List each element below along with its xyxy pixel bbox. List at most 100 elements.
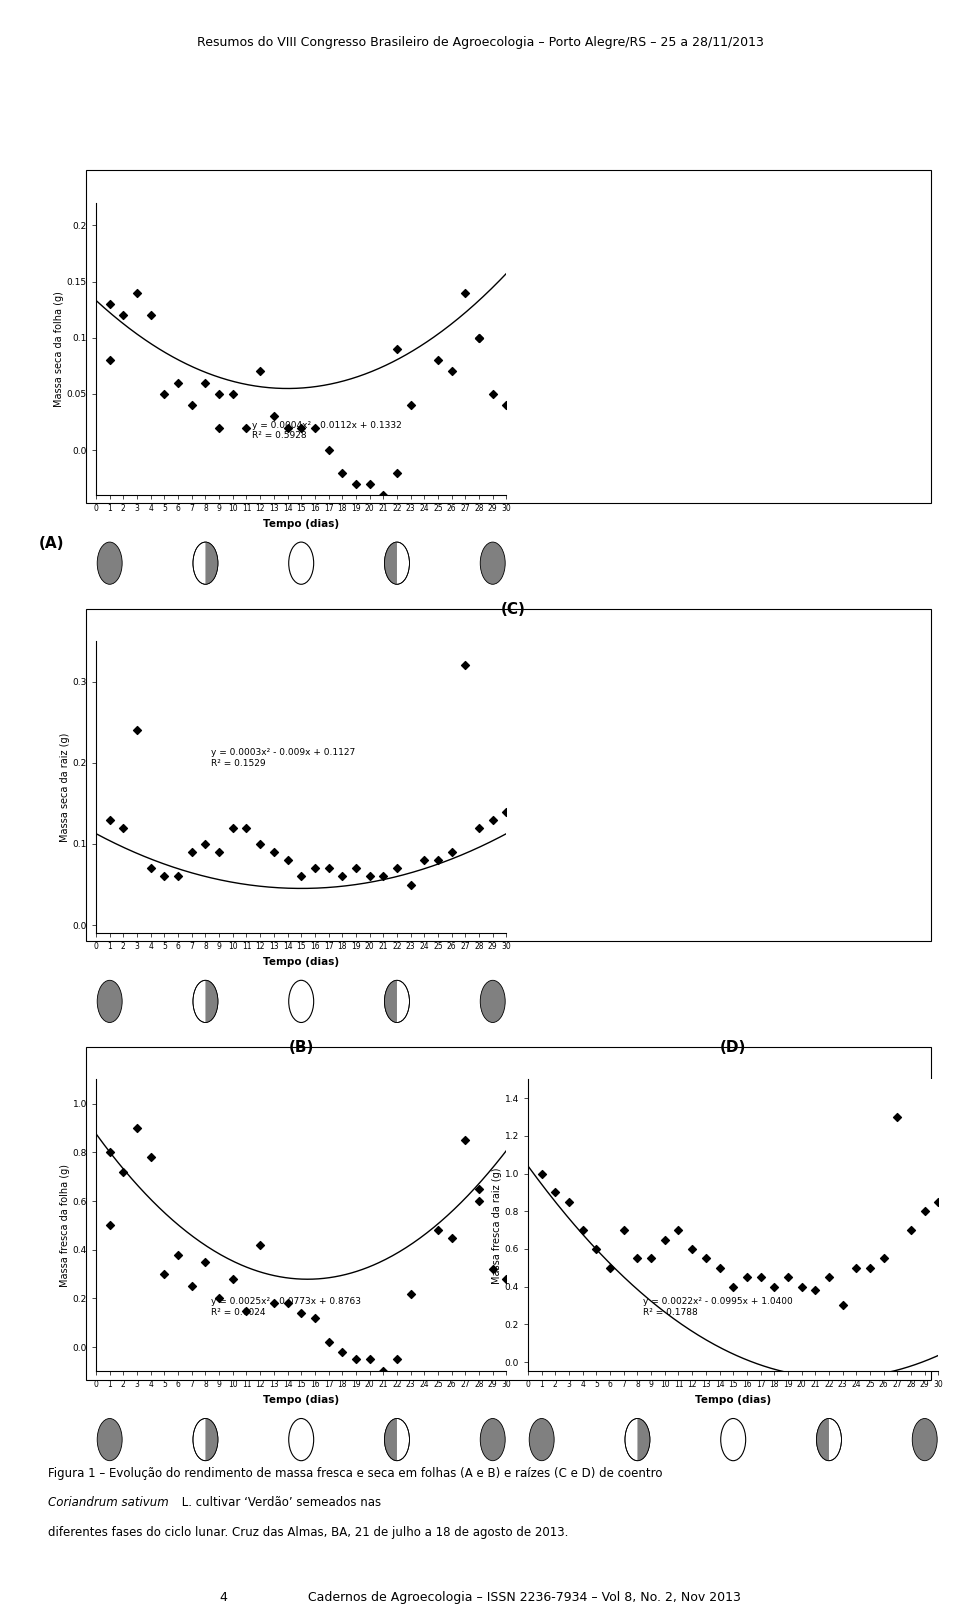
Point	[362, 863, 377, 889]
Point	[807, 1277, 823, 1303]
Point	[711, 1255, 728, 1281]
Text: (D): (D)	[720, 1040, 746, 1055]
Point	[375, 482, 391, 508]
Point	[198, 370, 213, 396]
Text: Resumos do VIII Congresso Brasileiro de Agroecologia – Porto Alegre/RS – 25 a 28: Resumos do VIII Congresso Brasileiro de …	[197, 36, 763, 49]
Text: L. cultivar ‘Verdão’ semeados nas: L. cultivar ‘Verdão’ semeados nas	[178, 1496, 381, 1509]
Point	[252, 831, 268, 857]
Point	[102, 347, 117, 373]
Text: (B): (B)	[289, 1040, 314, 1055]
Point	[588, 1237, 604, 1263]
Point	[726, 1274, 741, 1300]
Point	[390, 855, 405, 881]
Point	[603, 1255, 618, 1281]
Point	[616, 1217, 632, 1243]
Point	[115, 1159, 131, 1185]
Point	[239, 1298, 254, 1324]
Point	[130, 279, 145, 305]
Point	[917, 1198, 932, 1224]
Text: Coriandrum sativum: Coriandrum sativum	[48, 1496, 169, 1509]
X-axis label: Tempo (dias): Tempo (dias)	[263, 519, 339, 529]
Point	[698, 1245, 713, 1271]
Point	[471, 1175, 487, 1201]
Point	[307, 855, 323, 881]
Point	[334, 1339, 349, 1365]
Text: y = 0.0004x² - 0.0112x + 0.1332
R² = 0.5928: y = 0.0004x² - 0.0112x + 0.1332 R² = 0.5…	[252, 420, 401, 440]
Text: (A): (A)	[38, 536, 64, 550]
Point	[444, 1225, 459, 1251]
Point	[403, 872, 419, 898]
Point	[198, 1250, 213, 1276]
Point	[835, 1292, 851, 1318]
Text: y = 0.0022x² - 0.0995x + 1.0400
R² = 0.1788: y = 0.0022x² - 0.0995x + 1.0400 R² = 0.1…	[643, 1297, 793, 1316]
Point	[931, 1188, 947, 1214]
Point	[252, 359, 268, 385]
Point	[903, 1217, 919, 1243]
Y-axis label: Massa fresca da raiz (g): Massa fresca da raiz (g)	[492, 1167, 502, 1284]
Point	[225, 1266, 240, 1292]
Point	[115, 302, 131, 328]
Point	[143, 1144, 158, 1170]
Point	[102, 1212, 117, 1238]
Point	[671, 1217, 686, 1243]
Point	[739, 1264, 755, 1290]
X-axis label: Tempo (dias): Tempo (dias)	[263, 1396, 339, 1406]
Point	[266, 1290, 281, 1316]
Point	[170, 1242, 185, 1268]
Point	[294, 863, 309, 889]
Y-axis label: Massa seca da raiz (g): Massa seca da raiz (g)	[60, 732, 70, 842]
Point	[890, 1104, 905, 1130]
Point	[630, 1245, 645, 1271]
Y-axis label: Massa fresca da folha (g): Massa fresca da folha (g)	[60, 1164, 70, 1287]
Point	[184, 393, 200, 419]
Point	[471, 325, 487, 351]
Point	[211, 381, 227, 407]
X-axis label: Tempo (dias): Tempo (dias)	[263, 958, 339, 967]
Point	[876, 1245, 892, 1271]
Point	[862, 1255, 877, 1281]
Point	[130, 1115, 145, 1141]
Point	[211, 1285, 227, 1311]
Point	[252, 1232, 268, 1258]
Point	[280, 847, 296, 873]
Point	[239, 815, 254, 841]
Point	[225, 815, 240, 841]
Point	[130, 717, 145, 743]
Text: y = 0.0003x² - 0.009x + 0.1127
R² = 0.1529: y = 0.0003x² - 0.009x + 0.1127 R² = 0.15…	[211, 748, 355, 768]
Text: Figura 1 – Evolução do rendimento de massa fresca e seca em folhas (A e B) e raí: Figura 1 – Evolução do rendimento de mas…	[48, 1467, 666, 1480]
Point	[849, 1255, 864, 1281]
Point	[266, 404, 281, 430]
Point	[794, 1274, 809, 1300]
Point	[575, 1217, 590, 1243]
Point	[471, 815, 487, 841]
Point	[143, 302, 158, 328]
Point	[334, 459, 349, 485]
Point	[102, 807, 117, 833]
Point	[499, 1266, 515, 1292]
Point	[211, 839, 227, 865]
Point	[307, 1305, 323, 1331]
Text: y = 0.0025x² - 0.0773x + 0.8763
R² = 0.6024: y = 0.0025x² - 0.0773x + 0.8763 R² = 0.6…	[211, 1297, 361, 1316]
Point	[156, 1261, 172, 1287]
Point	[403, 393, 419, 419]
Point	[499, 393, 515, 419]
Point	[348, 471, 364, 497]
Point	[822, 1264, 837, 1290]
Point	[294, 1300, 309, 1326]
Point	[239, 414, 254, 440]
Point	[321, 1329, 336, 1355]
Point	[266, 839, 281, 865]
Point	[430, 347, 445, 373]
Point	[485, 1256, 500, 1282]
Point	[430, 1217, 445, 1243]
Point	[643, 1245, 659, 1271]
Point	[471, 325, 487, 351]
Point	[471, 1188, 487, 1214]
Point	[458, 1126, 473, 1152]
Point	[143, 855, 158, 881]
Y-axis label: Massa seca da folha (g): Massa seca da folha (g)	[54, 291, 64, 407]
Text: diferentes fases do ciclo lunar. Cruz das Almas, BA, 21 de julho a 18 de agosto : diferentes fases do ciclo lunar. Cruz da…	[48, 1526, 568, 1539]
Point	[348, 855, 364, 881]
Point	[170, 863, 185, 889]
Point	[658, 1227, 673, 1253]
